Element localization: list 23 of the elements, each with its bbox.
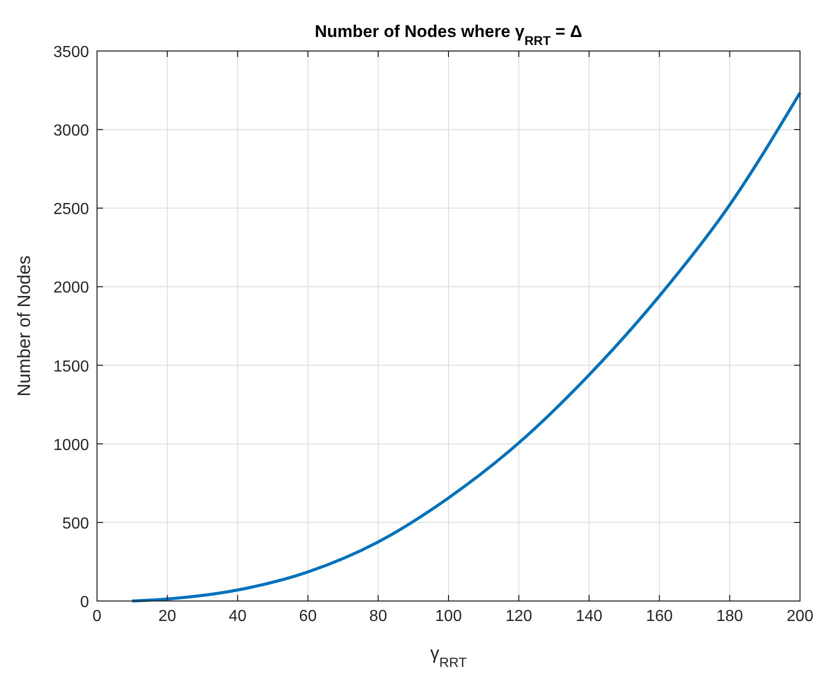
x-tick-label: 180 <box>716 608 744 625</box>
y-tick-label: 2000 <box>53 280 90 297</box>
x-axis-title: γ$_{RRT}$ <box>430 643 467 670</box>
y-tick-label: 1000 <box>53 436 90 454</box>
x-tick-label: 40 <box>228 608 247 625</box>
x-tick-label: 100 <box>435 608 462 625</box>
y-tick-label: 2500 <box>53 201 90 218</box>
x-tick-label: 80 <box>369 608 388 625</box>
y-tick-label: 3000 <box>53 122 90 140</box>
x-tick-label: 120 <box>505 608 532 625</box>
x-tick-label: 160 <box>646 608 673 625</box>
y-tick-label: 0 <box>80 594 90 611</box>
y-tick-label: 3500 <box>53 44 90 61</box>
y-tick-label: 500 <box>62 515 90 532</box>
line-series <box>130 91 802 602</box>
chart-title: Number of Nodes where γ$_{RRT}$ = Δ <box>314 22 582 48</box>
y-axis-title: Number of Nodes <box>14 255 34 397</box>
x-tick-label: 140 <box>576 608 603 625</box>
x-tick-label: 20 <box>158 608 176 625</box>
y-tick-label: 1500 <box>53 358 90 376</box>
x-tick-label: 60 <box>299 608 317 625</box>
x-tick-label: 0 <box>92 608 102 625</box>
x-tick-label: 200 <box>786 608 814 625</box>
